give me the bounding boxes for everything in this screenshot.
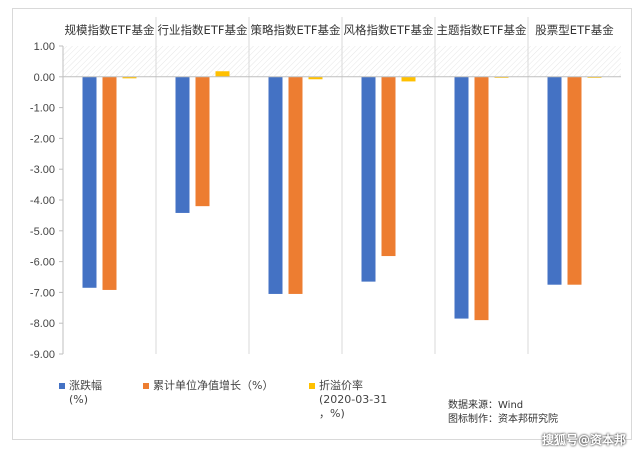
category-label: 风格指数ETF基金 — [344, 23, 434, 37]
legend-swatch-orange — [143, 383, 149, 389]
y-tick-label: -6.00 — [30, 257, 55, 269]
legend-item-change: 涨跌幅 (%) — [59, 379, 102, 407]
legend-label: 折溢价率 — [319, 379, 363, 392]
y-tick-label: -2.00 — [30, 133, 55, 145]
bar — [361, 76, 376, 282]
y-tick-label: -1.00 — [30, 103, 55, 115]
bar-chart: 1.00 0.00 -1.00 -2.00 -3.00 -4.00 -5.00 -6.00 -7… — [30, 17, 621, 361]
legend-label: 累计单位净值增长（%） — [153, 379, 274, 392]
legend-swatch-blue — [59, 383, 65, 389]
bar — [381, 76, 396, 257]
category-label: 策略指数ETF基金 — [251, 23, 341, 37]
bar — [195, 76, 210, 207]
legend-label-unit: (%) — [69, 393, 89, 406]
category-label: 股票型ETF基金 — [535, 23, 614, 37]
source-note: 数据来源：Wind 图标制作：资本邦研究院 — [448, 399, 558, 427]
chart-credit: 图标制作：资本邦研究院 — [448, 414, 558, 425]
category-label: 规模指数ETF基金 — [65, 23, 155, 37]
bar — [567, 76, 582, 285]
bar — [454, 76, 469, 319]
y-tick-label: -9.00 — [30, 349, 55, 361]
bar — [268, 76, 283, 294]
category-label: 行业指数ETF基金 — [158, 23, 248, 37]
legend-item-premium: 折溢价率 (2020-03-31 ，%) — [309, 379, 387, 421]
y-tick-label: 1.00 — [34, 41, 55, 53]
y-tick-label: -5.00 — [30, 226, 55, 238]
y-tick-label: -7.00 — [30, 287, 55, 299]
bar — [401, 76, 416, 82]
bar — [82, 76, 97, 288]
watermark: 搜狐号@资本邦 — [541, 433, 626, 447]
bar — [308, 76, 323, 80]
category-label: 主题指数ETF基金 — [437, 23, 527, 37]
bar — [547, 76, 562, 285]
legend-label: 涨跌幅 — [69, 379, 102, 392]
data-source: 数据来源：Wind — [448, 400, 524, 411]
bar — [474, 76, 489, 321]
chart-frame: 1.00 0.00 -1.00 -2.00 -3.00 -4.00 -5.00 -6.00 -7… — [12, 8, 632, 440]
bar — [175, 76, 190, 213]
legend-label-unit: ，%) — [319, 407, 345, 420]
bar — [215, 71, 230, 77]
bar — [102, 76, 117, 290]
y-tick-label: -3.00 — [30, 164, 55, 176]
y-tick-label: 0.00 — [34, 72, 55, 84]
legend-label-date: (2020-03-31 — [319, 393, 388, 406]
legend-item-nav-growth: 累计单位净值增长（%） — [143, 379, 273, 393]
bar — [288, 76, 303, 294]
y-tick-label: -4.00 — [30, 195, 55, 207]
y-tick-label: -8.00 — [30, 318, 55, 330]
legend-swatch-yellow — [309, 383, 315, 389]
bar — [122, 76, 137, 79]
